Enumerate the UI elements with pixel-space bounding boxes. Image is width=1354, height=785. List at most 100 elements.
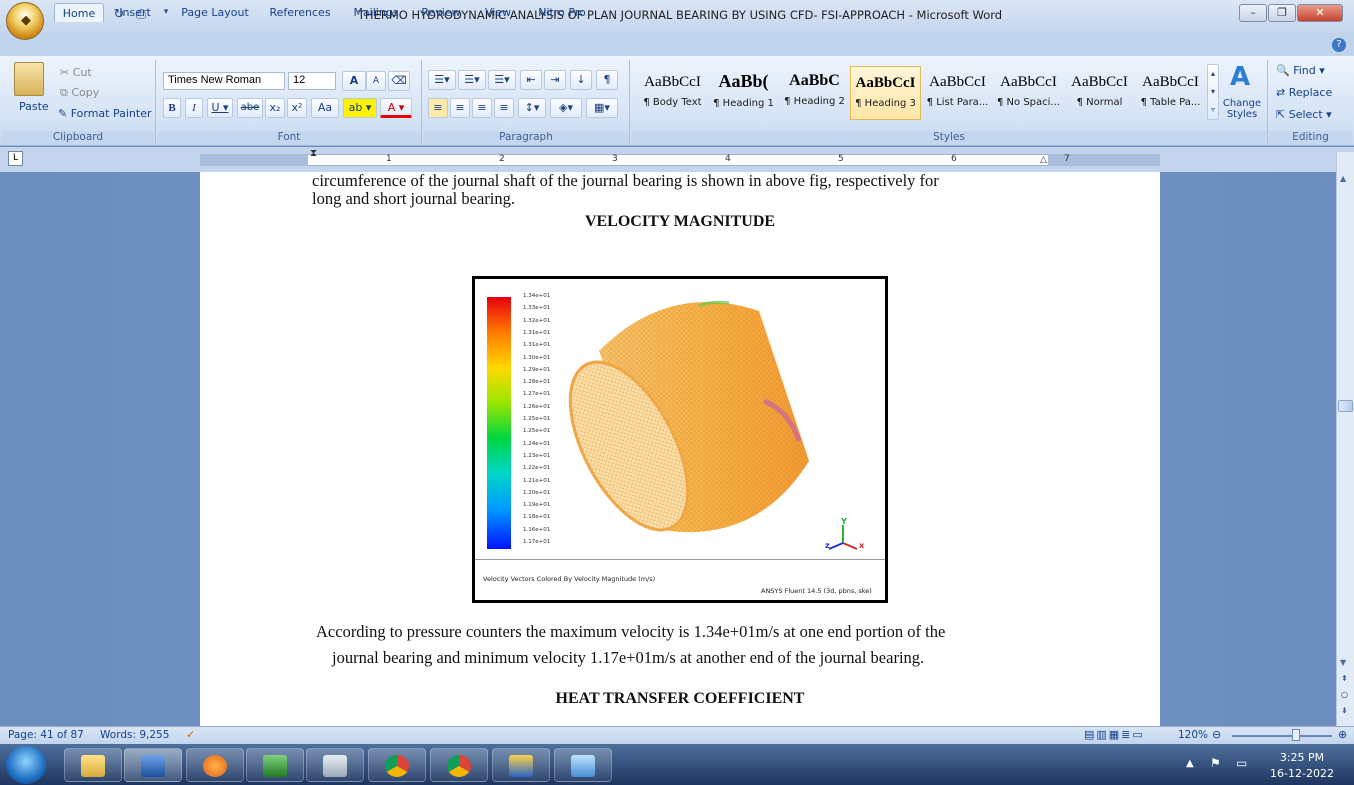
shading-icon[interactable]: ◈▾ xyxy=(550,98,582,118)
zoom-slider[interactable] xyxy=(1232,735,1332,737)
scroll-up-icon[interactable]: ▲ xyxy=(1340,174,1347,183)
sort-icon[interactable]: ↓ xyxy=(570,70,592,90)
indent-marker-icon[interactable]: ⧗ xyxy=(310,148,318,159)
justify-icon[interactable]: ≡ xyxy=(494,98,514,118)
restore-button[interactable]: ❐ xyxy=(1268,4,1296,22)
taskbar-excel[interactable] xyxy=(246,748,304,782)
action-center-icon[interactable]: ⚑ xyxy=(1210,756,1221,770)
customize-qat-icon[interactable]: ▾ xyxy=(163,7,169,17)
word-count[interactable]: Words: 9,255 xyxy=(100,729,170,741)
start-button[interactable] xyxy=(6,746,46,784)
style-no-spacing[interactable]: AaBbCcI ¶ No Spaci... xyxy=(993,66,1064,120)
styles-scroll-icon[interactable]: ▴ ▾ ▿ xyxy=(1207,64,1219,120)
numbering-icon[interactable]: ☰▾ xyxy=(458,70,486,90)
format-painter-button[interactable]: ✎ Format Painter xyxy=(58,107,152,120)
zoom-out-icon[interactable]: ⊖ xyxy=(1212,728,1222,741)
change-styles-icon[interactable]: A xyxy=(1229,62,1251,92)
increase-indent-icon[interactable]: ⇥ xyxy=(544,70,566,90)
show-hidden-icons[interactable]: ▲ xyxy=(1186,758,1194,769)
next-page-icon[interactable]: ⇟ xyxy=(1341,706,1348,715)
change-case-button[interactable]: Aa xyxy=(311,98,339,118)
strikethrough-button[interactable]: abe xyxy=(237,98,263,118)
taskbar-security[interactable] xyxy=(492,748,550,782)
tab-mailings[interactable]: Mailings xyxy=(353,6,399,19)
close-button[interactable]: ✕ xyxy=(1297,4,1343,22)
font-color-icon[interactable]: A ▾ xyxy=(380,98,412,118)
bullets-icon[interactable]: ☰▾ xyxy=(428,70,456,90)
align-right-icon[interactable]: ≡ xyxy=(472,98,492,118)
taskbar-word[interactable] xyxy=(124,748,182,782)
minimize-button[interactable]: – xyxy=(1239,4,1267,22)
paste-button[interactable]: Paste xyxy=(19,100,49,113)
network-icon[interactable]: ▭ xyxy=(1236,756,1248,770)
print-icon[interactable]: ⎙ xyxy=(135,7,147,22)
tab-page-layout[interactable]: Page Layout xyxy=(181,6,249,19)
ruler-track[interactable] xyxy=(200,154,1160,166)
find-button[interactable]: 🔍 Find ▾ xyxy=(1276,64,1325,77)
font-name-combo[interactable]: Times New Roman xyxy=(163,72,285,90)
taskbar-explorer[interactable] xyxy=(64,748,122,782)
help-icon[interactable]: ? xyxy=(1332,38,1346,52)
highlight-color-icon[interactable]: ab ▾ xyxy=(343,98,377,118)
scroll-down-icon[interactable]: ▼ xyxy=(1340,658,1347,667)
superscript-button[interactable]: x² xyxy=(287,98,307,118)
style-body-text[interactable]: AaBbCcI ¶ Body Text xyxy=(637,66,708,120)
align-left-icon[interactable]: ≡ xyxy=(428,98,448,118)
italic-button[interactable]: I xyxy=(185,98,203,118)
clock-time[interactable]: 3:25 PM xyxy=(1279,751,1325,764)
cfd-figure[interactable]: 1.34e+01 1.33e+01 1.32e+01 1.31e+01 1.31e+01… xyxy=(472,276,888,603)
tab-selector-button[interactable]: L xyxy=(8,151,23,166)
show-formatting-icon[interactable]: ¶ xyxy=(596,70,618,90)
replace-button[interactable]: ⇄ Replace xyxy=(1276,86,1333,99)
copy-button[interactable]: ⧉ Copy xyxy=(60,86,100,99)
clear-formatting-icon[interactable]: ⌫ xyxy=(388,71,410,91)
change-styles-button[interactable]: Change Styles xyxy=(1222,98,1262,120)
page-count[interactable]: Page: 41 of 87 xyxy=(8,729,84,741)
style-heading-3[interactable]: AaBbCcI ¶ Heading 3 xyxy=(850,66,921,120)
select-browse-object-icon[interactable]: ○ xyxy=(1341,690,1348,699)
right-indent-marker-icon[interactable]: △ xyxy=(1040,155,1047,165)
redo-icon[interactable]: ↻ xyxy=(113,7,125,22)
paste-icon[interactable] xyxy=(14,62,44,96)
tab-nitro-pro[interactable]: Nitro Pro xyxy=(538,6,586,19)
vertical-scrollbar[interactable]: ▲ ▼ ⇞ ○ ⇟ xyxy=(1336,152,1354,726)
style-list-paragraph[interactable]: AaBbCcI ¶ List Para... xyxy=(922,66,993,120)
decrease-indent-icon[interactable]: ⇤ xyxy=(520,70,542,90)
style-heading-2[interactable]: AaBbC ¶ Heading 2 xyxy=(779,66,850,120)
taskbar-chrome-2[interactable] xyxy=(430,748,488,782)
style-heading-1[interactable]: AaBb(¶ Heading 1 xyxy=(708,66,779,120)
scroll-thumb[interactable] xyxy=(1338,400,1353,412)
zoom-slider-thumb[interactable] xyxy=(1292,729,1300,741)
tab-home[interactable]: Home xyxy=(54,3,104,22)
font-size-combo[interactable]: 12 xyxy=(288,72,336,90)
line-spacing-icon[interactable]: ↕▾ xyxy=(518,98,546,118)
taskbar-chrome[interactable] xyxy=(368,748,426,782)
cut-button[interactable]: ✂ Cut xyxy=(60,66,92,79)
subscript-button[interactable]: x₂ xyxy=(265,98,285,118)
taskbar-media-player[interactable] xyxy=(186,748,244,782)
tab-references[interactable]: References xyxy=(269,6,331,19)
multilevel-list-icon[interactable]: ☰▾ xyxy=(488,70,516,90)
tab-review[interactable]: Review xyxy=(421,6,461,19)
align-center-icon[interactable]: ≡ xyxy=(450,98,470,118)
previous-page-icon[interactable]: ⇞ xyxy=(1341,674,1348,683)
proofing-icon[interactable]: ✓ xyxy=(186,728,196,741)
zoom-in-icon[interactable]: ⊕ xyxy=(1338,728,1348,741)
bold-button[interactable]: B xyxy=(163,98,181,118)
shrink-font-button[interactable]: A xyxy=(366,71,386,91)
underline-button[interactable]: U ▾ xyxy=(207,98,233,118)
style-normal[interactable]: AaBbCcI ¶ Normal xyxy=(1064,66,1135,120)
office-button[interactable]: ◆ xyxy=(6,2,44,40)
select-label: Select xyxy=(1288,108,1323,121)
view-buttons[interactable]: ▤▥▦≣▭ xyxy=(1084,728,1145,741)
style-table-paragraph[interactable]: AaBbCcI ¶ Table Pa... xyxy=(1135,66,1206,120)
grow-font-button[interactable]: A xyxy=(342,71,366,91)
taskbar-calculator[interactable] xyxy=(306,748,364,782)
zoom-level[interactable]: 120% xyxy=(1178,729,1209,741)
clock-date[interactable]: 16-12-2022 xyxy=(1270,767,1334,780)
taskbar-app[interactable] xyxy=(554,748,612,782)
tab-insert[interactable]: Insert xyxy=(119,6,151,19)
borders-icon[interactable]: ▦▾ xyxy=(586,98,618,118)
tab-view[interactable]: View xyxy=(484,6,512,19)
select-button[interactable]: ⇱ Select ▾ xyxy=(1276,108,1332,121)
